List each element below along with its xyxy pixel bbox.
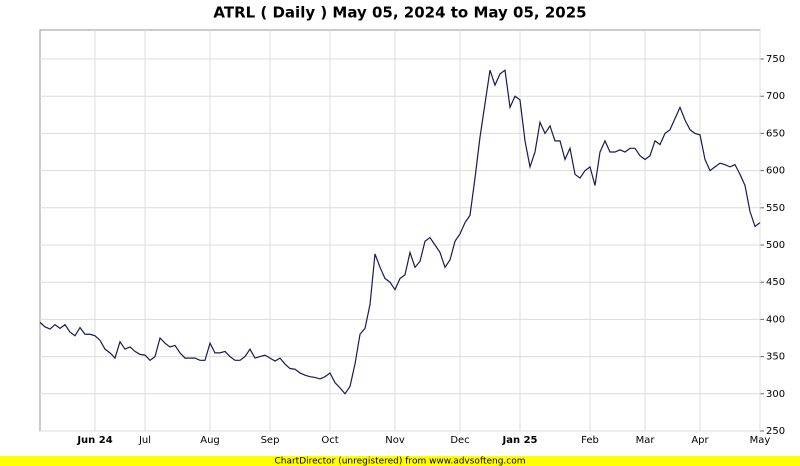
x-tick-label: Dec [450, 435, 469, 446]
x-tick-label: Jun 24 [76, 435, 112, 446]
y-tick-label: 750 [766, 54, 785, 65]
y-tick-label: 400 [766, 314, 785, 325]
x-tick-label: Sep [261, 435, 280, 446]
y-tick-label: 250 [766, 426, 785, 437]
footer-bar [0, 456, 800, 466]
y-tick-label: 300 [766, 389, 785, 400]
x-tick-label: Apr [691, 435, 709, 446]
x-tick-label: Oct [321, 435, 338, 446]
x-tick-label: Jan 25 [502, 435, 538, 446]
x-tick-label: Aug [200, 435, 220, 446]
x-tick-label: Nov [385, 435, 405, 446]
y-tick-label: 450 [766, 277, 785, 288]
x-tick-label: Feb [581, 435, 599, 446]
y-tick-label: 700 [766, 91, 785, 102]
footer: ChartDirector (unregistered) from www.ad… [274, 457, 525, 466]
y-tick-label: 650 [766, 128, 785, 139]
y-tick-label: 350 [766, 352, 785, 363]
plot-area [39, 29, 761, 432]
price-line [39, 69, 761, 395]
y-tick-label: 550 [766, 203, 785, 214]
y-tick-label: 500 [766, 240, 785, 251]
x-tick-label: Mar [636, 435, 656, 446]
y-tick-label: 600 [766, 166, 785, 177]
chart-title: ATRL ( Daily ) May 05, 2024 to May 05, 2… [213, 4, 586, 22]
x-tick-label: May [750, 435, 771, 446]
x-tick-label: Jul [138, 435, 151, 446]
